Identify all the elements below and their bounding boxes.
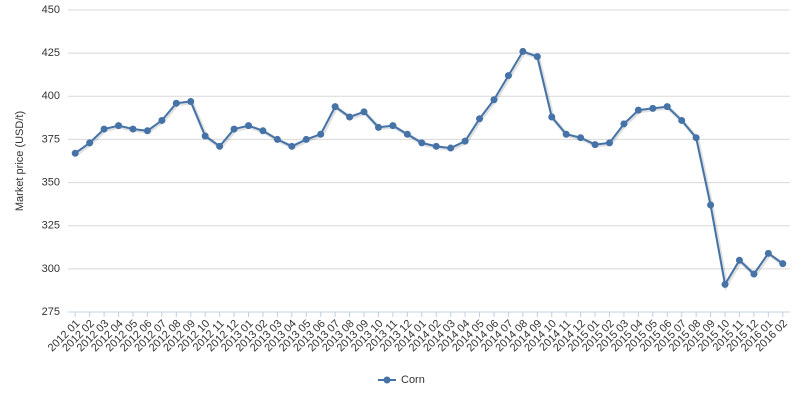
line-shadow bbox=[75, 49, 785, 291]
data-point bbox=[476, 115, 484, 123]
data-point bbox=[779, 260, 787, 268]
data-point bbox=[721, 280, 729, 288]
data-point bbox=[692, 134, 700, 142]
data-point bbox=[331, 103, 339, 111]
data-point bbox=[764, 249, 772, 257]
data-point bbox=[519, 47, 527, 55]
data-point bbox=[663, 103, 671, 111]
data-point bbox=[750, 270, 758, 278]
legend-marker bbox=[383, 376, 391, 384]
data-point bbox=[230, 125, 238, 133]
y-tick-label: 350 bbox=[42, 176, 60, 188]
data-point bbox=[432, 142, 440, 150]
data-point bbox=[447, 144, 455, 152]
data-point bbox=[649, 104, 657, 112]
y-tick-label: 450 bbox=[42, 4, 60, 16]
data-point bbox=[245, 122, 252, 130]
data-point bbox=[201, 132, 209, 140]
data-point bbox=[374, 123, 382, 131]
data-point bbox=[172, 99, 180, 107]
y-tick-label: 375 bbox=[42, 133, 60, 145]
data-point bbox=[143, 127, 151, 135]
data-point bbox=[216, 142, 224, 150]
data-point bbox=[504, 72, 512, 80]
data-point bbox=[187, 97, 195, 105]
data-point bbox=[562, 130, 570, 138]
data-point bbox=[288, 142, 296, 150]
data-point bbox=[158, 116, 166, 124]
data-point bbox=[100, 125, 108, 133]
data-point bbox=[461, 137, 469, 145]
data-point bbox=[346, 113, 354, 121]
data-point bbox=[129, 125, 137, 133]
data-point bbox=[360, 108, 368, 116]
data-point bbox=[86, 139, 94, 147]
data-point bbox=[620, 120, 628, 128]
data-point bbox=[317, 130, 325, 138]
legend-label: Corn bbox=[401, 374, 425, 386]
data-point bbox=[71, 149, 79, 157]
data-point bbox=[490, 96, 498, 104]
data-point bbox=[591, 141, 599, 149]
data-point bbox=[707, 201, 715, 209]
data-point bbox=[302, 135, 310, 143]
data-point bbox=[273, 135, 281, 143]
data-point bbox=[548, 113, 556, 121]
data-point bbox=[735, 256, 743, 264]
data-point bbox=[259, 127, 267, 135]
data-point bbox=[634, 106, 642, 114]
y-tick-label: 400 bbox=[42, 90, 60, 102]
series-line bbox=[74, 50, 784, 288]
data-point bbox=[403, 130, 411, 138]
data-point bbox=[533, 53, 541, 61]
y-axis-title: Market price (USD/t) bbox=[14, 111, 26, 211]
y-tick-label: 325 bbox=[42, 220, 60, 232]
y-tick-label: 425 bbox=[42, 47, 60, 59]
data-point bbox=[678, 116, 686, 124]
data-point bbox=[577, 134, 585, 142]
data-point bbox=[418, 139, 426, 147]
data-point bbox=[606, 139, 613, 147]
data-point bbox=[115, 122, 123, 130]
y-tick-label: 275 bbox=[42, 306, 60, 318]
data-point bbox=[389, 122, 397, 130]
y-tick-label: 300 bbox=[42, 263, 60, 275]
